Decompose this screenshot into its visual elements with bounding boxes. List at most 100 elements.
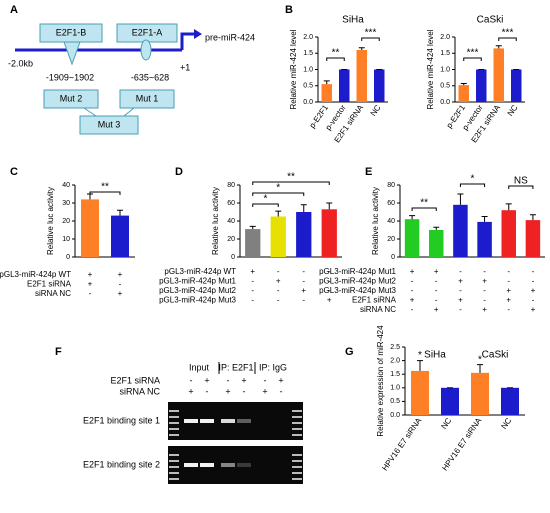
chart-title: SiHa xyxy=(342,15,364,26)
panel-label: E xyxy=(365,166,372,178)
y-tick-label: 2.0 xyxy=(303,34,313,41)
error-bar xyxy=(358,47,365,50)
y-tick-label: 0.0 xyxy=(303,99,313,106)
panel-label: B xyxy=(285,4,293,16)
mutant-label: Mut 1 xyxy=(136,93,159,103)
condition-sign: - xyxy=(328,277,331,286)
error-bar xyxy=(505,203,512,211)
bracket xyxy=(326,57,345,61)
y-tick-label: 10 xyxy=(62,236,70,243)
condition-sign: - xyxy=(251,296,254,305)
error-bar xyxy=(457,193,464,205)
y-axis-label: Relative luc activity xyxy=(46,187,55,255)
panel-label: A xyxy=(10,4,18,16)
y-tick-label: 60 xyxy=(387,200,395,207)
ladder-band xyxy=(292,410,302,412)
condition-sign: - xyxy=(507,305,510,314)
condition-sign: + xyxy=(410,296,415,305)
bracket xyxy=(508,185,534,189)
bar xyxy=(525,220,541,257)
condition-sign: - xyxy=(119,280,122,289)
condition-sign: + xyxy=(482,277,487,286)
condition-sign: + xyxy=(327,296,332,305)
condition-label: siRNA NC xyxy=(35,289,71,298)
significance: NS xyxy=(514,176,528,187)
position-label: -1909~1902 xyxy=(46,72,94,82)
y-tick-label: 0 xyxy=(231,254,235,261)
y-tick-label: 1.0 xyxy=(440,66,450,73)
bracket xyxy=(252,192,305,196)
treatment-sign: - xyxy=(264,375,267,385)
treatment-sign: + xyxy=(262,386,267,396)
condition-sign: + xyxy=(276,277,281,286)
panel-label: C xyxy=(10,166,18,178)
treatment-sign: + xyxy=(225,386,230,396)
condition-sign: + xyxy=(301,286,306,295)
y-tick-label: 20 xyxy=(227,236,235,243)
bar xyxy=(321,84,332,102)
condition-sign: - xyxy=(507,277,510,286)
tss-label: +1 xyxy=(180,62,190,72)
condition-label: siRNA NC xyxy=(360,305,396,314)
site-pointer xyxy=(140,39,152,61)
gel-group: IP: E2F1 xyxy=(218,362,253,372)
y-axis-label: Relative luc activity xyxy=(211,187,220,255)
site-label: E2F1-A xyxy=(132,27,163,37)
condition-sign: - xyxy=(302,267,305,276)
bar xyxy=(356,50,367,102)
significance: *** xyxy=(365,28,377,39)
condition-sign: + xyxy=(531,305,536,314)
bar xyxy=(471,372,489,415)
x-tick-label: HPV16 E7 siRNA xyxy=(380,416,423,473)
connector xyxy=(83,107,97,117)
y-tick-label: 1.0 xyxy=(303,66,313,73)
significance: *** xyxy=(502,28,514,39)
y-tick-label: 0.5 xyxy=(303,83,313,90)
gel-group: Input xyxy=(189,362,210,372)
condition-sign: + xyxy=(506,296,511,305)
condition-sign: - xyxy=(459,305,462,314)
x-tick-label: NC xyxy=(499,416,513,431)
condition-sign: - xyxy=(251,277,254,286)
y-tick-label: 0 xyxy=(391,254,395,261)
bar xyxy=(501,387,519,415)
ladder-band xyxy=(169,466,179,468)
y-tick-label: 1.5 xyxy=(303,50,313,57)
error-bar xyxy=(417,360,423,371)
y-axis-label: Relative expression of miR-424 xyxy=(376,325,385,437)
treatment-sign: + xyxy=(204,375,209,385)
y-tick-label: 60 xyxy=(227,200,235,207)
y-tick-label: 1.5 xyxy=(440,50,450,57)
y-tick-label: 40 xyxy=(387,218,395,225)
condition-sign: + xyxy=(250,267,255,276)
ladder-band xyxy=(169,478,179,480)
site-pointer xyxy=(63,41,81,66)
bracket xyxy=(459,183,486,187)
error-bar xyxy=(481,216,488,222)
error-bar xyxy=(460,82,467,86)
bar xyxy=(374,69,385,102)
mutant-label: Mut 3 xyxy=(98,119,121,129)
start-label: -2.0kb xyxy=(8,58,33,68)
error-bar xyxy=(249,225,256,230)
diagram: E2F1-B E2F1-A pre-miR-424 -2.0kb +1 -190… xyxy=(8,23,255,135)
condition-sign: - xyxy=(411,277,414,286)
significance: * xyxy=(418,350,422,361)
condition-label: pGL3-miR-424p WT xyxy=(164,267,236,276)
condition-sign: - xyxy=(251,286,254,295)
error-bar xyxy=(117,209,123,216)
ladder-band xyxy=(169,472,179,474)
condition-label: pGL3-miR-424p Mut2 xyxy=(159,286,236,295)
ladder-band xyxy=(292,416,302,418)
error-bar xyxy=(433,226,440,230)
condition-sign: + xyxy=(88,280,93,289)
mutant-box xyxy=(119,89,175,109)
bracket xyxy=(498,37,517,41)
bar xyxy=(511,69,522,102)
condition-sign: - xyxy=(328,267,331,276)
gel-band xyxy=(200,419,214,423)
ladder-band xyxy=(292,428,302,430)
gel-band xyxy=(184,463,198,467)
condition-label: pGL3-miR-424p WT xyxy=(0,270,71,279)
condition-sign: + xyxy=(434,305,439,314)
